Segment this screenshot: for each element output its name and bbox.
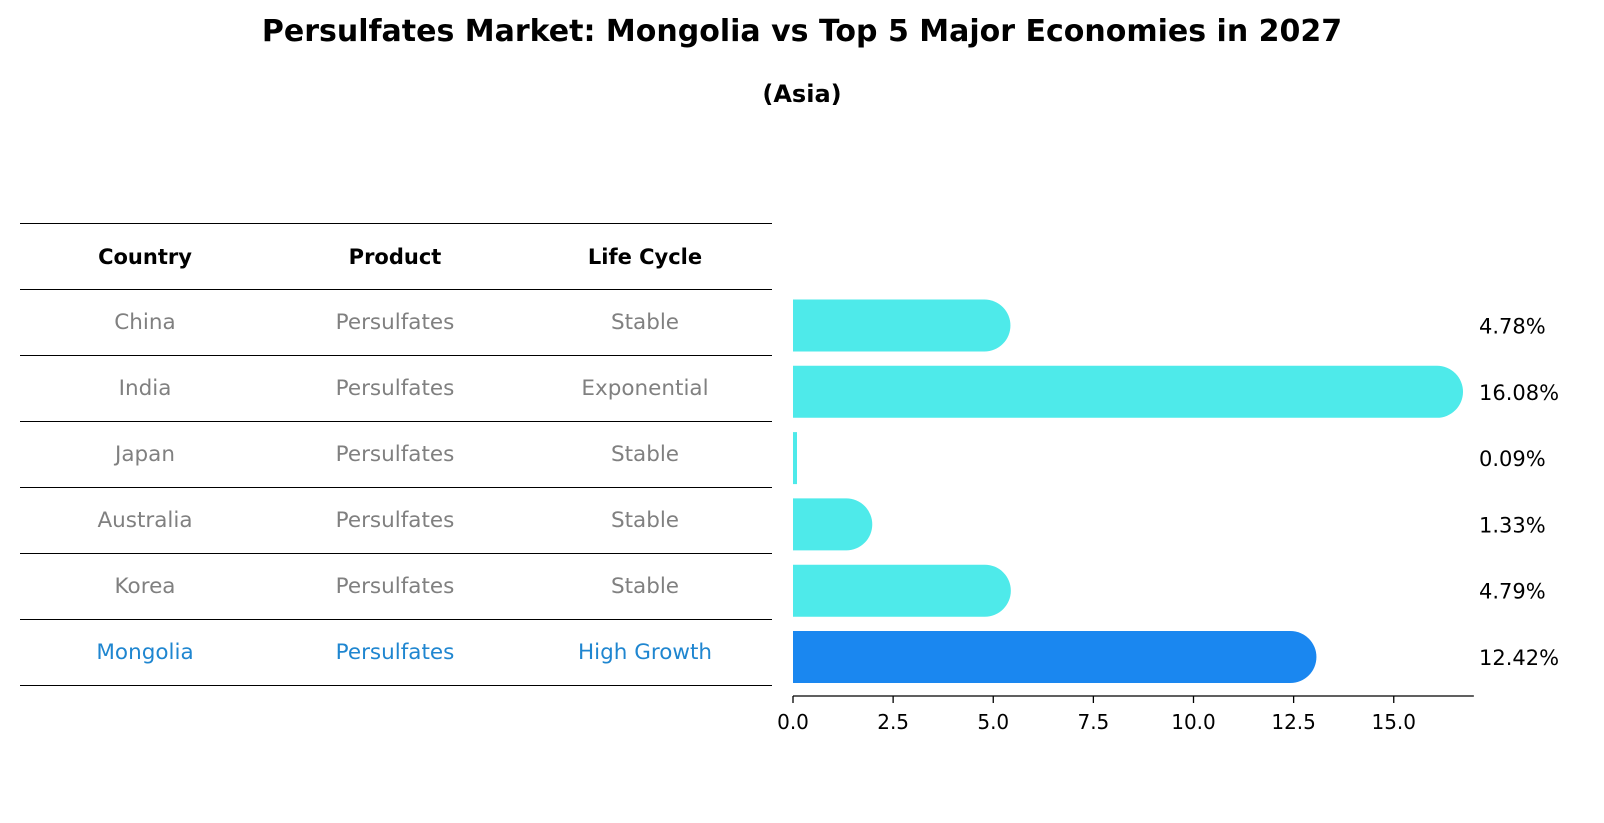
bar-japan xyxy=(793,432,797,485)
cell-country: Japan xyxy=(115,442,175,467)
x-tick-label: 12.5 xyxy=(1271,710,1316,734)
chart-subtitle: (Asia) xyxy=(762,80,842,108)
cell-country: Korea xyxy=(114,574,176,599)
value-label-india: 16.08% xyxy=(1479,381,1559,405)
x-tick-label: 5.0 xyxy=(977,710,1009,734)
x-tick-label: 7.5 xyxy=(1077,710,1109,734)
table-row: China Persulfates Stable xyxy=(20,289,772,355)
x-tick-label: 15.0 xyxy=(1371,710,1416,734)
table-row: Korea Persulfates Stable xyxy=(20,553,772,619)
cell-life-cycle: Stable xyxy=(610,508,680,533)
header-country: Country xyxy=(98,244,192,269)
header-product: Product xyxy=(348,244,442,269)
x-tick-label: 0.0 xyxy=(777,710,809,734)
cell-product: Persulfates xyxy=(335,640,455,665)
cell-country: Mongolia xyxy=(96,640,194,665)
cell-product: Persulfates xyxy=(335,310,455,335)
chart-title: Persulfates Market: Mongolia vs Top 5 Ma… xyxy=(261,14,1343,49)
cell-country: Australia xyxy=(97,508,193,533)
table-row: India Persulfates Exponential xyxy=(20,355,772,421)
cell-life-cycle: Stable xyxy=(610,574,680,599)
bar-mongolia xyxy=(793,631,1317,683)
cell-life-cycle: Exponential xyxy=(581,376,709,401)
table-header-row: Country Product Life Cycle xyxy=(20,223,772,289)
cell-product: Persulfates xyxy=(335,442,455,467)
cell-country: India xyxy=(118,376,172,401)
table-row: Australia Persulfates Stable xyxy=(20,487,772,553)
cell-life-cycle: Stable xyxy=(610,442,680,467)
value-label-mongolia: 12.42% xyxy=(1479,646,1559,670)
value-label-china: 4.78% xyxy=(1479,315,1546,339)
table-row: Japan Persulfates Stable xyxy=(20,421,772,487)
cell-product: Persulfates xyxy=(335,376,455,401)
value-label-korea: 4.79% xyxy=(1479,580,1546,604)
cell-product: Persulfates xyxy=(335,508,455,533)
header-life-cycle: Life Cycle xyxy=(587,244,703,269)
bar-china xyxy=(793,299,1011,352)
value-label-australia: 1.33% xyxy=(1479,513,1546,537)
table-row-highlight: Mongolia Persulfates High Growth xyxy=(20,619,772,686)
x-tick-label: 10.0 xyxy=(1171,710,1216,734)
cell-life-cycle: Stable xyxy=(610,310,680,335)
x-tick-label: 2.5 xyxy=(877,710,909,734)
comparison-table: Country Product Life Cycle China Persulf… xyxy=(20,223,772,686)
value-label-japan: 0.09% xyxy=(1479,447,1546,471)
cell-country: China xyxy=(114,310,176,335)
bar-india xyxy=(793,365,1464,418)
cell-life-cycle: High Growth xyxy=(577,640,713,665)
bar-korea xyxy=(793,564,1011,617)
cell-product: Persulfates xyxy=(335,574,455,599)
bar-australia xyxy=(793,498,873,551)
